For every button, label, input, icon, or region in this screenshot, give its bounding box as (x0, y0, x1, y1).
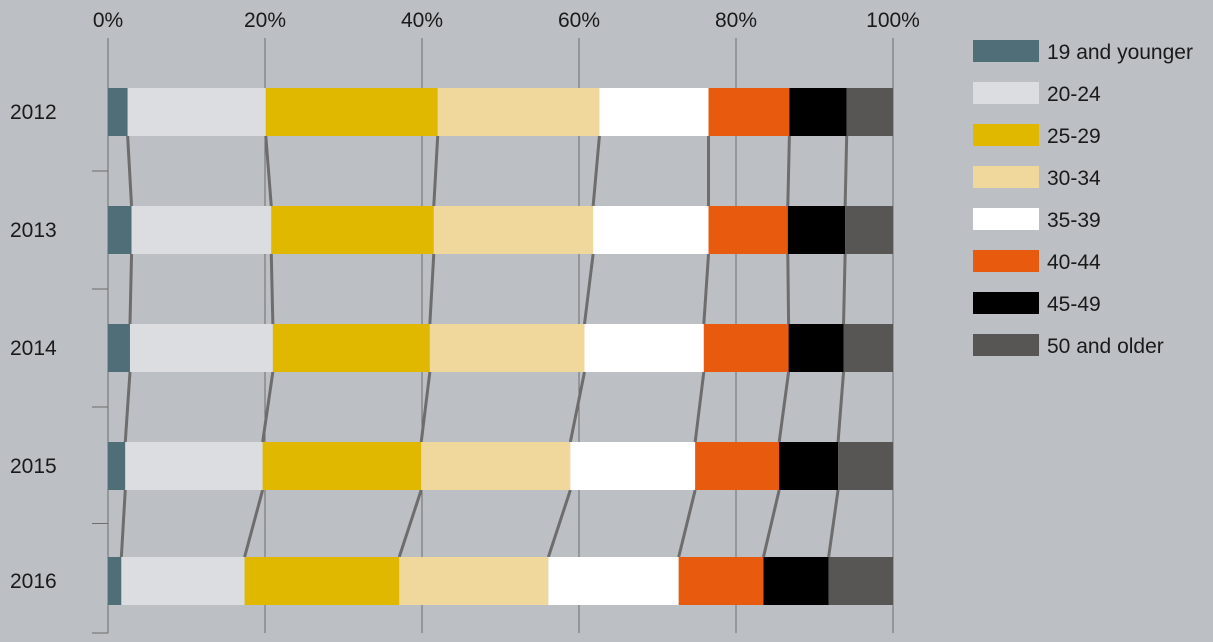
legend-label: 20-24 (1047, 83, 1101, 106)
connector-line (693, 371, 706, 443)
bar-segment (838, 442, 893, 490)
connector-line (261, 371, 275, 443)
bar-segment (108, 324, 130, 372)
bar-segment (421, 442, 571, 490)
connector-line (123, 371, 132, 443)
bar-segment (121, 557, 245, 605)
legend-label: 35-39 (1047, 209, 1101, 232)
connector-line (677, 489, 697, 558)
bar-segment (599, 88, 709, 136)
bar-segment (127, 88, 266, 136)
connector-line (264, 135, 273, 207)
y-tick-label: 2012 (10, 101, 57, 124)
legend: 19 and younger 20-24 25-29 30-34 35-39 40-44 4… (973, 40, 1193, 358)
legend-swatch (973, 250, 1039, 272)
connector-line (419, 371, 432, 443)
connector-line (777, 371, 791, 443)
bar-segment (262, 442, 422, 490)
bar-segment (789, 88, 847, 136)
x-tick-label: 40% (401, 9, 443, 32)
connector-line (126, 135, 134, 207)
bar-segment (129, 324, 273, 372)
legend-label: 40-44 (1047, 251, 1101, 274)
bar-segment (108, 557, 122, 605)
x-tick-label: 60% (558, 9, 600, 32)
connector-line (269, 253, 275, 325)
y-tick-label: 2013 (10, 219, 57, 242)
connector-line (243, 489, 265, 558)
bar-segment (108, 206, 132, 254)
bar-segment (708, 88, 790, 136)
bar-layer (108, 88, 893, 605)
connector-line (432, 135, 440, 207)
axis-layer: 0% 20% 40% 60% 80% 100% 2012 2013 2014 2015 2016 (10, 9, 920, 634)
bar-segment (593, 206, 709, 254)
bar-segment (788, 324, 844, 372)
bar-segment (584, 324, 704, 372)
legend-swatch (973, 124, 1039, 146)
bar-segment (399, 557, 549, 605)
connector-line (128, 253, 134, 325)
legend-swatch (973, 82, 1039, 104)
legend-label: 30-34 (1047, 167, 1101, 190)
connector-line (583, 253, 595, 325)
legend-label: 45-49 (1047, 293, 1101, 316)
connector-line (568, 371, 586, 443)
x-tick-label: 100% (866, 9, 920, 32)
connector-line (836, 371, 846, 443)
legend-swatch (973, 208, 1039, 230)
bar-segment (763, 557, 829, 605)
bar-segment (433, 206, 594, 254)
connector-line (702, 253, 711, 325)
bar-segment (131, 206, 272, 254)
x-tick-label: 80% (715, 9, 757, 32)
connector-line (119, 489, 127, 558)
bar-segment (708, 206, 788, 254)
connector-line (762, 489, 781, 558)
y-tick-label: 2015 (10, 455, 57, 478)
bar-segment (779, 442, 839, 490)
connector-layer (119, 135, 849, 558)
bar-segment (271, 206, 434, 254)
bar-segment (678, 557, 764, 605)
bar-segment (787, 206, 846, 254)
bar-segment (845, 206, 893, 254)
y-tick-label: 2016 (10, 570, 57, 593)
connector-line (591, 135, 601, 207)
legend-swatch (973, 334, 1039, 356)
bar-segment (108, 442, 126, 490)
legend-label: 50 and older (1047, 335, 1164, 358)
legend-swatch (973, 40, 1039, 62)
connector-line (842, 253, 847, 325)
legend-label: 25-29 (1047, 125, 1101, 148)
bar-segment (703, 324, 789, 372)
bar-segment (570, 442, 696, 490)
connector-line (843, 135, 849, 207)
bar-segment (695, 442, 780, 490)
connector-line (827, 489, 840, 558)
bar-segment (429, 324, 585, 372)
bar-segment (265, 88, 438, 136)
connector-line (397, 489, 423, 558)
legend-label: 19 and younger (1047, 41, 1193, 64)
x-tick-label: 0% (93, 9, 123, 32)
connector-line (786, 135, 791, 207)
bar-segment (244, 557, 400, 605)
x-tick-label: 20% (244, 9, 286, 32)
bar-segment (125, 442, 263, 490)
bar-segment (846, 88, 893, 136)
connector-line (786, 253, 791, 325)
bar-segment (272, 324, 430, 372)
bar-segment (437, 88, 600, 136)
connector-line (428, 253, 436, 325)
y-tick-label: 2014 (10, 337, 57, 360)
bar-segment (548, 557, 679, 605)
bar-segment (843, 324, 893, 372)
legend-swatch (973, 292, 1039, 314)
bar-segment (828, 557, 893, 605)
legend-swatch (973, 166, 1039, 188)
bar-segment (108, 88, 128, 136)
connector-line (546, 489, 572, 558)
